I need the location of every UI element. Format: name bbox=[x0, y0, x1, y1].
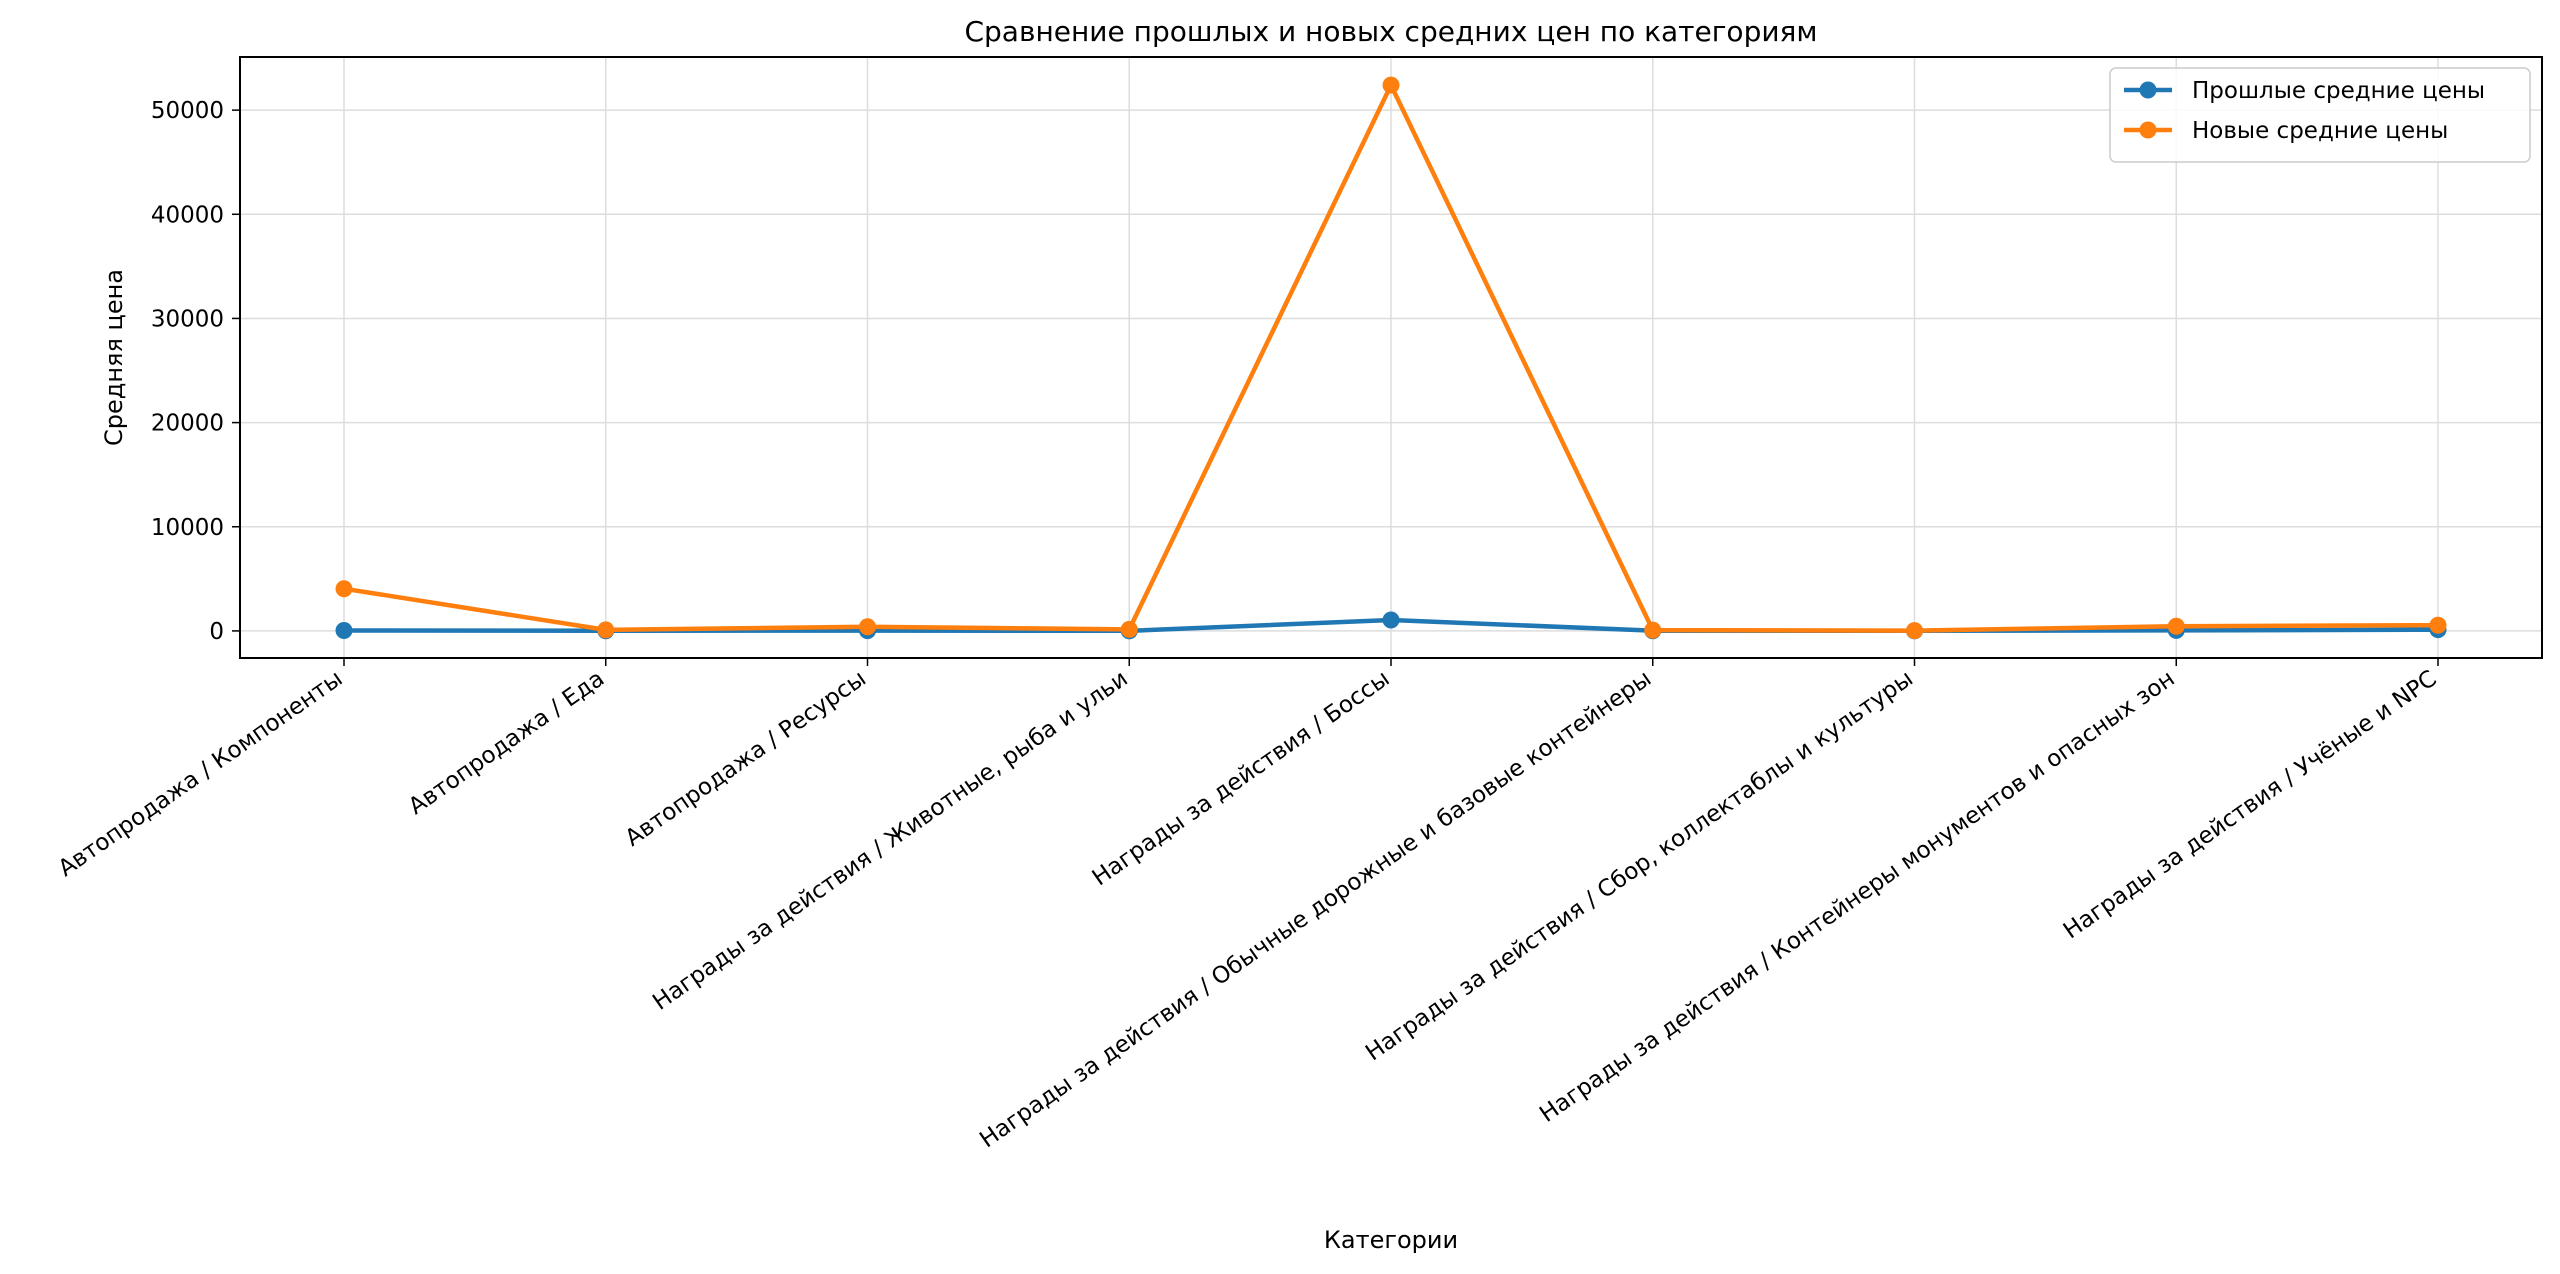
x-axis-title: Категории bbox=[1324, 1226, 1458, 1254]
data-point bbox=[859, 618, 876, 636]
legend: Прошлые средние цены Новые средние цены bbox=[2109, 67, 2531, 163]
data-point bbox=[335, 622, 353, 640]
data-point bbox=[1382, 611, 1400, 629]
data-point bbox=[1906, 622, 1923, 640]
legend-marker bbox=[2139, 81, 2157, 99]
data-point bbox=[597, 621, 615, 639]
y-axis-title: Средняя цена bbox=[100, 269, 128, 446]
y-tick-label: 0 bbox=[209, 619, 224, 645]
series-2 bbox=[335, 76, 2447, 640]
chart-title: Сравнение прошлых и новых средних цен по… bbox=[964, 15, 1817, 48]
data-point bbox=[2167, 617, 2185, 635]
data-point bbox=[1382, 76, 1400, 94]
legend-item: Прошлые средние цены bbox=[2124, 78, 2485, 104]
legend-item: Новые средние цены bbox=[2124, 118, 2448, 144]
y-tick-label: 50000 bbox=[151, 98, 224, 124]
data-point bbox=[1120, 620, 1138, 638]
data-point bbox=[1644, 621, 1662, 639]
legend-marker bbox=[2139, 121, 2157, 139]
data-point bbox=[2429, 616, 2447, 634]
legend-box bbox=[2109, 67, 2531, 163]
y-tick-label: 30000 bbox=[151, 306, 224, 332]
legend-label: Новые средние цены bbox=[2192, 118, 2448, 144]
y-tick-label: 40000 bbox=[151, 202, 224, 228]
y-tick-label: 20000 bbox=[151, 411, 224, 437]
legend-label: Прошлые средние цены bbox=[2192, 78, 2485, 104]
y-tick-label: 10000 bbox=[151, 515, 224, 541]
data-point bbox=[335, 580, 353, 598]
